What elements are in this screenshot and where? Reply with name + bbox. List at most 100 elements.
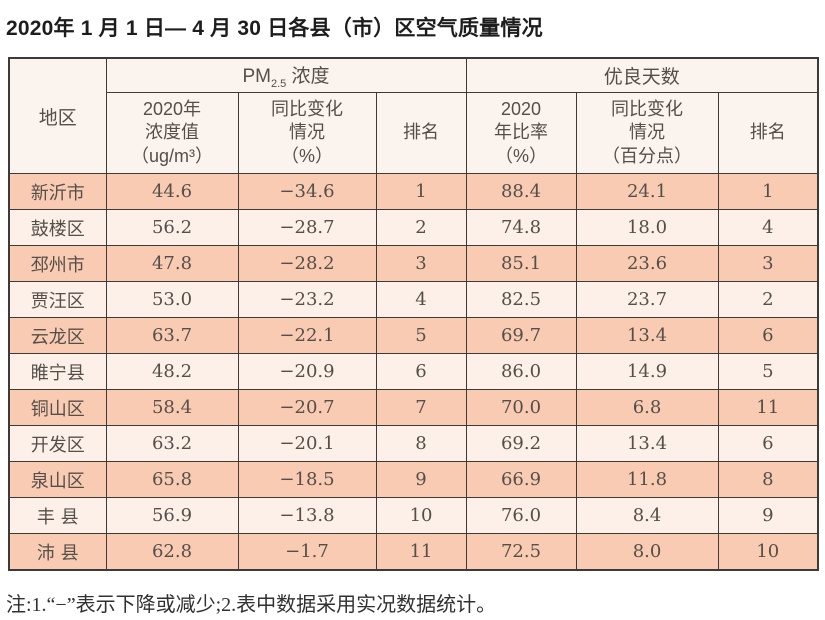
cell-pm_change: −23.2 bbox=[237, 281, 377, 318]
cell-region: 丰 县 bbox=[8, 497, 107, 534]
cell-pm_change: −22.1 bbox=[237, 317, 377, 354]
cell-pm_change: −18.5 bbox=[237, 461, 377, 498]
cell-rate_change: 6.8 bbox=[575, 389, 719, 426]
cell-pm_change: −34.6 bbox=[237, 173, 377, 210]
cell-region: 睢宁县 bbox=[8, 353, 107, 390]
table-row: 邳州市 47.8 −28.2 3 85.1 23.6 3 bbox=[8, 245, 819, 282]
cell-pm_value: 47.8 bbox=[105, 245, 239, 282]
header-pm-rank: 排名 bbox=[375, 92, 467, 174]
cell-pm_rank: 1 bbox=[375, 173, 467, 210]
cell-pm_rank: 2 bbox=[375, 209, 467, 246]
cell-pm_value: 63.2 bbox=[105, 425, 239, 462]
cell-pm_value: 56.9 bbox=[105, 497, 239, 534]
cell-rate_change: 24.1 bbox=[575, 173, 719, 210]
cell-rate_rank: 1 bbox=[717, 173, 819, 210]
cell-pm_value: 48.2 bbox=[105, 353, 239, 390]
cell-pm_change: −20.9 bbox=[237, 353, 377, 390]
cell-rate_rank: 3 bbox=[717, 245, 819, 282]
page-title: 2020年 1 月 1 日— 4 月 30 日各县（市）区空气质量情况 bbox=[6, 17, 543, 40]
cell-rate_rank: 8 bbox=[717, 461, 819, 498]
cell-rate: 88.4 bbox=[465, 173, 577, 210]
cell-pm_change: −20.7 bbox=[237, 389, 377, 426]
footnote: 注:1.“−”表示下降或减少;2.表中数据采用实况数据统计。 bbox=[6, 594, 497, 616]
cell-region: 铜山区 bbox=[8, 389, 107, 426]
cell-rate_change: 13.4 bbox=[575, 425, 719, 462]
table-row: 贾汪区 53.0 −23.2 4 82.5 23.7 2 bbox=[8, 281, 819, 318]
cell-pm_value: 62.8 bbox=[105, 533, 239, 571]
cell-rate_rank: 6 bbox=[717, 425, 819, 462]
table-row: 鼓楼区 56.2 −28.7 2 74.8 18.0 4 bbox=[8, 209, 819, 246]
cell-rate_rank: 2 bbox=[717, 281, 819, 318]
cell-pm_rank: 11 bbox=[375, 533, 467, 571]
pm25-label-base: PM bbox=[242, 66, 271, 88]
table-row: 泉山区 65.8 −18.5 9 66.9 11.8 8 bbox=[8, 461, 819, 498]
pm25-label-rest: 浓度 bbox=[286, 66, 330, 88]
cell-pm_value: 58.4 bbox=[105, 389, 239, 426]
cell-pm_rank: 8 bbox=[375, 425, 467, 462]
cell-pm_rank: 6 bbox=[375, 353, 467, 390]
header-good-change: 同比变化 情况 （百分点） bbox=[575, 92, 719, 174]
cell-rate_change: 18.0 bbox=[575, 209, 719, 246]
cell-pm_rank: 9 bbox=[375, 461, 467, 498]
cell-region: 邳州市 bbox=[8, 245, 107, 282]
cell-pm_change: −28.7 bbox=[237, 209, 377, 246]
cell-rate: 70.0 bbox=[465, 389, 577, 426]
cell-pm_value: 65.8 bbox=[105, 461, 239, 498]
cell-rate_rank: 4 bbox=[717, 209, 819, 246]
header-pm-value: 2020年 浓度值 （ug/m³） bbox=[105, 92, 239, 174]
group-header-pm25: PM2.5 浓度 bbox=[105, 57, 467, 93]
table-row: 新沂市 44.6 −34.6 1 88.4 24.1 1 bbox=[8, 173, 819, 210]
header-good-rate: 2020 年比率 （%） bbox=[465, 92, 577, 174]
cell-rate_change: 14.9 bbox=[575, 353, 719, 390]
table-body: 新沂市 44.6 −34.6 1 88.4 24.1 1 鼓楼区 56.2 −28.7 2 74.8 1… bbox=[8, 173, 819, 571]
group-header-row: 地区 PM2.5 浓度 优良天数 bbox=[8, 57, 819, 174]
cell-rate: 69.7 bbox=[465, 317, 577, 354]
cell-rate_change: 8.4 bbox=[575, 497, 719, 534]
cell-rate: 69.2 bbox=[465, 425, 577, 462]
cell-rate_rank: 6 bbox=[717, 317, 819, 354]
cell-pm_rank: 5 bbox=[375, 317, 467, 354]
cell-pm_change: −20.1 bbox=[237, 425, 377, 462]
cell-region: 鼓楼区 bbox=[8, 209, 107, 246]
cell-rate: 72.5 bbox=[465, 533, 577, 571]
cell-pm_value: 44.6 bbox=[105, 173, 239, 210]
sub-header-row: 2020年 浓度值 （ug/m³） 同比变化 情况 （%） 排名 2020 年比… bbox=[9, 92, 819, 174]
cell-region: 沛 县 bbox=[8, 533, 107, 571]
cell-rate_change: 23.7 bbox=[575, 281, 719, 318]
cell-pm_rank: 10 bbox=[375, 497, 467, 534]
cell-rate: 82.5 bbox=[465, 281, 577, 318]
cell-pm_rank: 7 bbox=[375, 389, 467, 426]
cell-rate_rank: 5 bbox=[717, 353, 819, 390]
cell-rate: 76.0 bbox=[465, 497, 577, 534]
table-header: 地区 PM2.5 浓度 优良天数 2020年 浓度值 （ug/m³） 同比变化 … bbox=[8, 57, 819, 174]
cell-pm_value: 63.7 bbox=[105, 317, 239, 354]
header-good-rank: 排名 bbox=[717, 92, 819, 174]
cell-rate: 86.0 bbox=[465, 353, 577, 390]
cell-region: 云龙区 bbox=[8, 317, 107, 354]
cell-rate: 66.9 bbox=[465, 461, 577, 498]
cell-region: 新沂市 bbox=[8, 173, 107, 210]
cell-pm_rank: 3 bbox=[375, 245, 467, 282]
table-row: 云龙区 63.7 −22.1 5 69.7 13.4 6 bbox=[8, 317, 819, 354]
cell-rate: 74.8 bbox=[465, 209, 577, 246]
cell-pm_rank: 4 bbox=[375, 281, 467, 318]
cell-region: 开发区 bbox=[8, 425, 107, 462]
cell-rate_rank: 11 bbox=[717, 389, 819, 426]
table-row: 开发区 63.2 −20.1 8 69.2 13.4 6 bbox=[8, 425, 819, 462]
cell-rate_change: 23.6 bbox=[575, 245, 719, 282]
table-row: 铜山区 58.4 −20.7 7 70.0 6.8 11 bbox=[8, 389, 819, 426]
cell-pm_change: −1.7 bbox=[237, 533, 377, 571]
cell-pm_value: 56.2 bbox=[105, 209, 239, 246]
table-row: 沛 县 62.8 −1.7 11 72.5 8.0 10 bbox=[8, 533, 819, 571]
table-row: 丰 县 56.9 −13.8 10 76.0 8.4 9 bbox=[8, 497, 819, 534]
air-quality-table: 地区 PM2.5 浓度 优良天数 2020年 浓度值 （ug/m³） 同比变化 … bbox=[8, 57, 820, 571]
cell-rate: 85.1 bbox=[465, 245, 577, 282]
cell-rate_rank: 9 bbox=[717, 497, 819, 534]
header-pm-change: 同比变化 情况 （%） bbox=[237, 92, 377, 174]
cell-pm_change: −28.2 bbox=[237, 245, 377, 282]
cell-region: 泉山区 bbox=[8, 461, 107, 498]
table-row: 睢宁县 48.2 −20.9 6 86.0 14.9 5 bbox=[8, 353, 819, 390]
cell-rate_rank: 10 bbox=[717, 533, 819, 571]
cell-rate_change: 8.0 bbox=[575, 533, 719, 571]
pm25-label-subscript: 2.5 bbox=[270, 77, 287, 90]
